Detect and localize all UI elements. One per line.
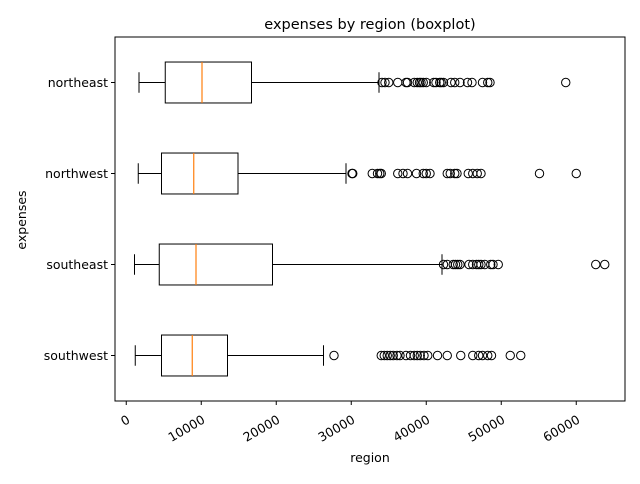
flier-northeast xyxy=(438,77,449,88)
flier-southwest xyxy=(382,350,392,361)
flier-southeast xyxy=(486,259,496,270)
flier-northeast xyxy=(380,77,390,88)
flier-northeast xyxy=(455,77,465,88)
flier-southeast xyxy=(591,259,601,270)
flier-northeast xyxy=(467,77,477,88)
flier-southwest xyxy=(486,350,497,361)
chart-title: expenses by region (boxplot) xyxy=(264,17,475,33)
box-southeast xyxy=(158,243,273,286)
flier-southwest xyxy=(379,350,389,361)
flier-southwest xyxy=(505,350,515,361)
y-tick-label: northeast xyxy=(48,75,108,90)
box-northwest xyxy=(161,152,239,195)
flier-northeast xyxy=(436,77,446,88)
flier-northeast xyxy=(421,77,431,88)
flier-southwest xyxy=(388,350,398,361)
flier-southeast xyxy=(493,259,503,270)
flier-northeast xyxy=(402,77,413,88)
flier-southeast xyxy=(476,259,486,270)
flier-northeast xyxy=(384,77,394,88)
flier-northeast xyxy=(412,77,422,88)
flier-southwest xyxy=(392,350,402,361)
flier-southwest xyxy=(442,350,452,361)
box-southwest xyxy=(161,334,228,377)
y-tick-label: southeast xyxy=(46,257,108,272)
flier-northwest xyxy=(534,168,545,179)
y-tick-label: southwest xyxy=(44,348,108,363)
flier-northwest xyxy=(445,168,455,179)
flier-southwest xyxy=(409,350,419,361)
flier-southwest xyxy=(516,350,526,361)
flier-northeast xyxy=(429,77,439,88)
flier-southwest xyxy=(474,350,484,361)
flier-northwest xyxy=(372,168,383,179)
y-axis-label: expenses xyxy=(14,190,29,249)
flier-southwest xyxy=(423,350,433,361)
flier-southeast xyxy=(453,259,463,270)
flier-northwest xyxy=(452,168,462,179)
flier-southeast xyxy=(450,259,461,270)
flier-southwest xyxy=(419,350,429,361)
flier-northeast xyxy=(416,77,426,88)
flier-northwest xyxy=(463,168,473,179)
flier-northeast xyxy=(446,77,456,88)
flier-northeast xyxy=(409,77,419,88)
flier-southwest xyxy=(376,350,386,361)
flier-northeast xyxy=(485,77,495,88)
flier-southwest xyxy=(483,350,493,361)
flier-northeast xyxy=(418,77,428,88)
flier-northwest xyxy=(476,168,486,179)
flier-southwest xyxy=(432,350,443,361)
flier-northeast xyxy=(561,77,571,88)
flier-southeast xyxy=(455,259,465,270)
flier-northwest xyxy=(442,168,452,179)
y-tick-label: northwest xyxy=(45,166,108,181)
flier-northeast xyxy=(431,77,441,88)
flier-northwest xyxy=(393,168,403,179)
flier-southwest xyxy=(477,350,488,361)
flier-northwest xyxy=(421,168,431,179)
flier-southwest xyxy=(385,350,395,361)
flier-southeast xyxy=(488,259,498,270)
flier-southwest xyxy=(415,350,425,361)
flier-northeast xyxy=(477,77,488,88)
flier-northeast xyxy=(377,77,387,88)
box-northeast xyxy=(164,61,252,104)
flier-southeast xyxy=(464,259,474,270)
flier-northwest xyxy=(472,168,482,179)
flier-northwest xyxy=(418,168,428,179)
flier-northwest xyxy=(425,168,435,179)
flier-southeast xyxy=(438,259,449,270)
flier-northeast xyxy=(462,77,473,88)
flier-southeast xyxy=(600,259,610,270)
flier-northwest xyxy=(367,168,377,179)
flier-northwest xyxy=(411,168,422,179)
flier-southwest xyxy=(329,350,339,361)
x-axis-label: region xyxy=(350,450,390,465)
flier-southeast xyxy=(474,259,484,270)
flier-northwest xyxy=(376,168,386,179)
flier-northwest xyxy=(450,168,460,179)
flier-southeast xyxy=(448,259,458,270)
flier-northeast xyxy=(450,77,460,88)
flier-northwest xyxy=(571,168,581,179)
flier-southwest xyxy=(395,350,405,361)
flier-northwest xyxy=(348,168,358,179)
flier-southwest xyxy=(412,350,422,361)
flier-northwest xyxy=(398,168,408,179)
flier-northwest xyxy=(402,168,413,179)
flier-southwest xyxy=(456,350,466,361)
flier-northeast xyxy=(483,77,493,88)
flier-southwest xyxy=(405,350,416,361)
flier-southwest xyxy=(468,350,478,361)
axes-frame xyxy=(114,36,626,402)
